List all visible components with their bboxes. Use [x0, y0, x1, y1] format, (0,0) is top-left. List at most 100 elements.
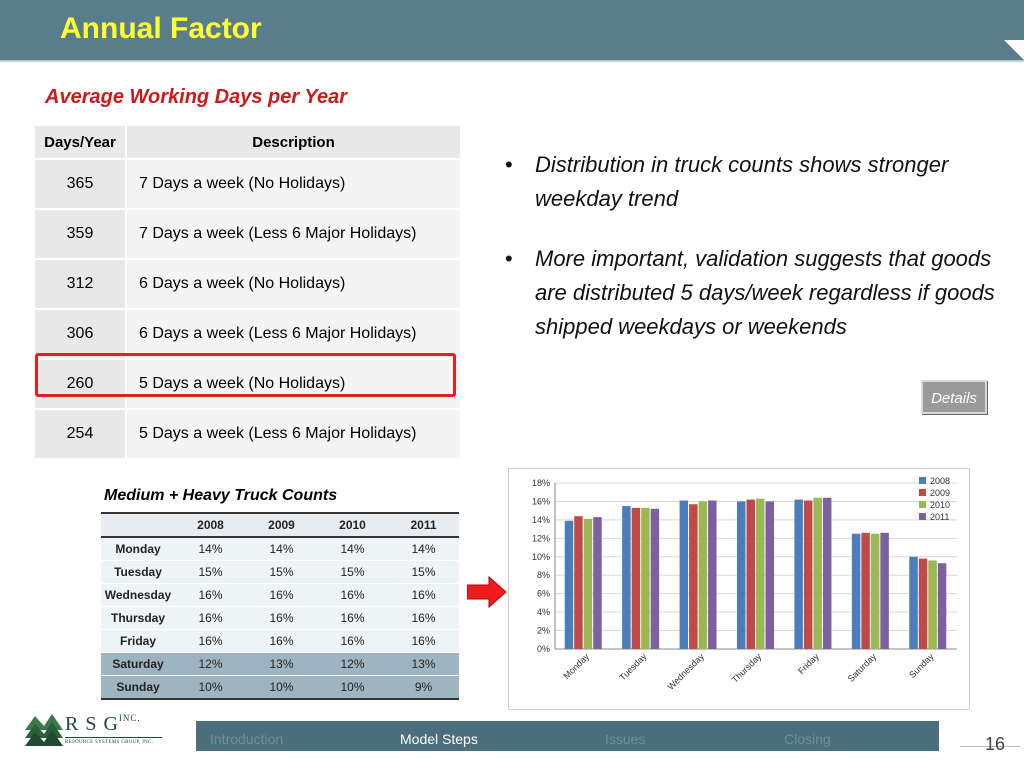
value-cell: 10% — [317, 675, 388, 700]
day-cell: Tuesday — [101, 560, 175, 584]
bar — [794, 499, 803, 649]
x-tick-label: Saturday — [846, 651, 879, 684]
bar — [861, 532, 870, 649]
days-cell: 359 — [35, 208, 127, 259]
value-cell: 16% — [317, 606, 388, 630]
y-tick-label: 14% — [532, 515, 550, 525]
logo-letters: R S GINC. — [65, 713, 141, 735]
days-cell: 365 — [35, 158, 127, 209]
value-cell: 16% — [246, 606, 317, 630]
bullet-item: • More important, validation suggests th… — [505, 242, 1010, 344]
working-days-table: Days/Year Description 365 7 Days a week … — [35, 126, 460, 458]
bar — [813, 497, 822, 649]
x-tick-label: Friday — [796, 651, 821, 676]
bar — [928, 560, 937, 649]
table-row: 306 6 Days a week (Less 6 Major Holidays… — [35, 308, 460, 359]
bar — [737, 501, 746, 649]
table-row: 359 7 Days a week (Less 6 Major Holidays… — [35, 208, 460, 259]
nav-item-closing[interactable]: Closing — [784, 731, 831, 747]
bar — [679, 500, 689, 649]
value-cell: 13% — [388, 652, 459, 676]
y-tick-label: 0% — [537, 644, 550, 654]
y-tick-label: 16% — [532, 496, 550, 506]
value-cell: 16% — [175, 629, 246, 653]
value-cell: 16% — [388, 606, 459, 630]
bullet-item: • Distribution in truck counts shows str… — [505, 148, 1010, 216]
bar — [756, 498, 765, 649]
value-cell: 16% — [246, 629, 317, 653]
value-cell: 16% — [175, 583, 246, 607]
table-row: Thursday 16% 16% 16% 16% — [101, 606, 459, 630]
bar — [564, 520, 574, 649]
y-tick-label: 4% — [537, 607, 550, 617]
legend-label: 2011 — [930, 512, 949, 522]
description-cell: 5 Days a week (Less 6 Major Holidays) — [126, 408, 460, 458]
value-cell: 16% — [246, 583, 317, 607]
header-bar: Annual Factor — [0, 0, 1024, 60]
table-row: 260 5 Days a week (No Holidays) — [35, 358, 460, 409]
value-cell: 16% — [388, 583, 459, 607]
section-nav-bar: Introduction Model Steps Issues Closing — [196, 721, 939, 751]
legend-label: 2010 — [930, 500, 950, 510]
days-cell: 254 — [35, 408, 127, 458]
bar — [622, 506, 631, 649]
bar — [650, 508, 660, 649]
slide-title: Annual Factor — [60, 12, 262, 45]
details-button[interactable]: Details — [921, 380, 987, 414]
table-row: Sunday 10% 10% 10% 9% — [101, 675, 459, 700]
nav-item-model-steps[interactable]: Model Steps — [400, 731, 478, 747]
bullet-text: Distribution in truck counts shows stron… — [535, 152, 949, 211]
y-tick-label: 12% — [532, 533, 550, 543]
days-cell: 312 — [35, 258, 127, 309]
year-header: 2009 — [246, 512, 317, 538]
value-cell: 9% — [388, 675, 459, 700]
description-cell: 7 Days a week (No Holidays) — [126, 158, 460, 209]
nav-item-issues[interactable]: Issues — [605, 731, 646, 747]
y-tick-label: 2% — [537, 626, 550, 636]
bar — [574, 516, 583, 649]
legend-swatch — [919, 477, 926, 484]
value-cell: 14% — [246, 537, 317, 561]
bar — [803, 500, 813, 649]
value-cell: 16% — [317, 629, 388, 653]
bullet-dot-icon: • — [505, 246, 513, 271]
value-cell: 10% — [246, 675, 317, 700]
bar — [765, 501, 774, 649]
bullet-list: • Distribution in truck counts shows str… — [505, 148, 1010, 370]
x-tick-label: Tuesday — [617, 651, 649, 683]
description-cell: 6 Days a week (Less 6 Major Holidays) — [126, 308, 460, 359]
company-logo: R S GINC. RESOURCE SYSTEMS GROUP, INC. — [65, 713, 162, 749]
year-header: 2008 — [175, 512, 246, 538]
days-cell: 306 — [35, 308, 127, 359]
logo-divider — [65, 737, 162, 738]
value-cell: 15% — [317, 560, 388, 584]
rsg-mountain-logo-icon — [25, 714, 63, 746]
truck-counts-title: Medium + Heavy Truck Counts — [104, 487, 338, 504]
bar — [593, 517, 602, 649]
header-shadow — [0, 60, 1024, 63]
nav-item-introduction[interactable]: Introduction — [210, 731, 284, 747]
x-tick-label: Thursday — [730, 651, 764, 685]
bar — [689, 504, 698, 649]
days-per-year-header: Days/Year — [35, 126, 127, 160]
page-fold-icon — [1004, 40, 1024, 60]
description-cell: 7 Days a week (Less 6 Major Holidays) — [126, 208, 460, 259]
legend-swatch — [919, 501, 926, 508]
table-row: 254 5 Days a week (Less 6 Major Holidays… — [35, 408, 460, 458]
x-tick-label: Monday — [561, 651, 591, 681]
bar — [698, 501, 708, 649]
legend-swatch — [919, 513, 926, 520]
legend-label: 2008 — [930, 476, 950, 486]
table-row: Tuesday 15% 15% 15% 15% — [101, 560, 459, 584]
bar — [708, 500, 717, 649]
table-row: Wednesday 16% 16% 16% 16% — [101, 583, 459, 607]
value-cell: 10% — [175, 675, 246, 700]
value-cell: 12% — [175, 652, 246, 676]
value-cell: 14% — [317, 537, 388, 561]
bar — [631, 507, 641, 649]
value-cell: 15% — [388, 560, 459, 584]
bar — [746, 499, 755, 649]
chart-svg: 0% 2% 4% 6% 8% 10% 12% 14% 16% 18% Monday Tuesday We… — [532, 476, 957, 692]
truck-counts-table: 2008 2009 2010 2011 Monday 14% 14% 14% 1… — [101, 512, 459, 700]
year-header: 2010 — [317, 512, 388, 538]
